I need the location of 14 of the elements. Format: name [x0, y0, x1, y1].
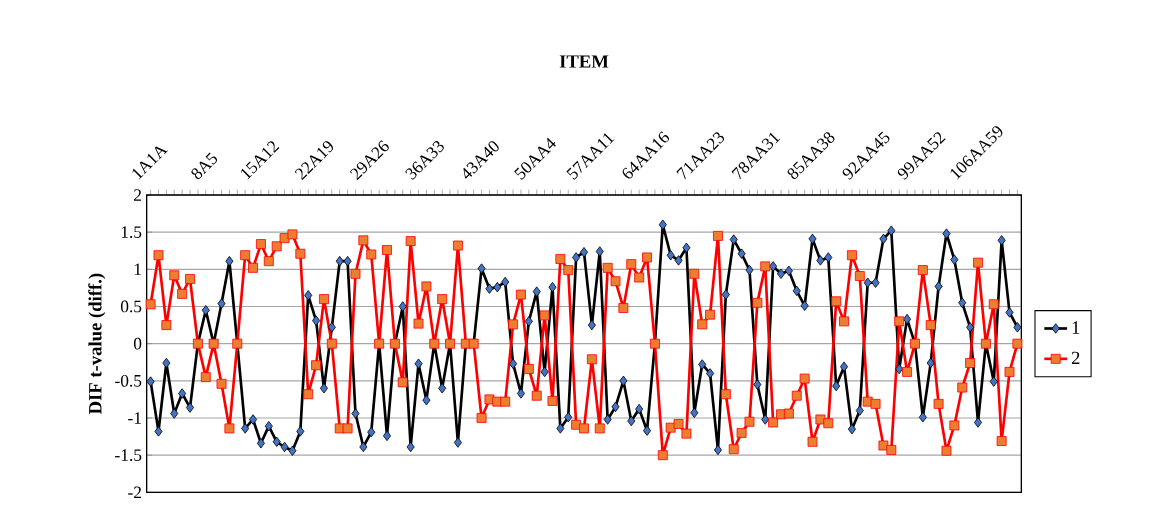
legend-label: 2: [1071, 351, 1080, 365]
y-tick-label: -1: [128, 412, 141, 424]
y-tick-label: -0.5: [115, 374, 142, 387]
y-tick-label: 1: [134, 263, 141, 276]
y-tick-label: -2: [128, 486, 142, 499]
legend-label: 1: [1072, 321, 1080, 334]
y-tick-label: -1.5: [115, 449, 142, 462]
y-tick-label: 1.5: [121, 226, 142, 239]
y-axis-title: DIF t-value (diff.): [88, 273, 106, 415]
y-tick-label: 0: [133, 337, 142, 350]
y-tick-label: 2: [134, 189, 142, 201]
y-tick-label: 0.5: [120, 300, 142, 313]
x-tick-label: 8A5: [191, 152, 218, 180]
x-axis-title: ITEM: [559, 55, 609, 68]
